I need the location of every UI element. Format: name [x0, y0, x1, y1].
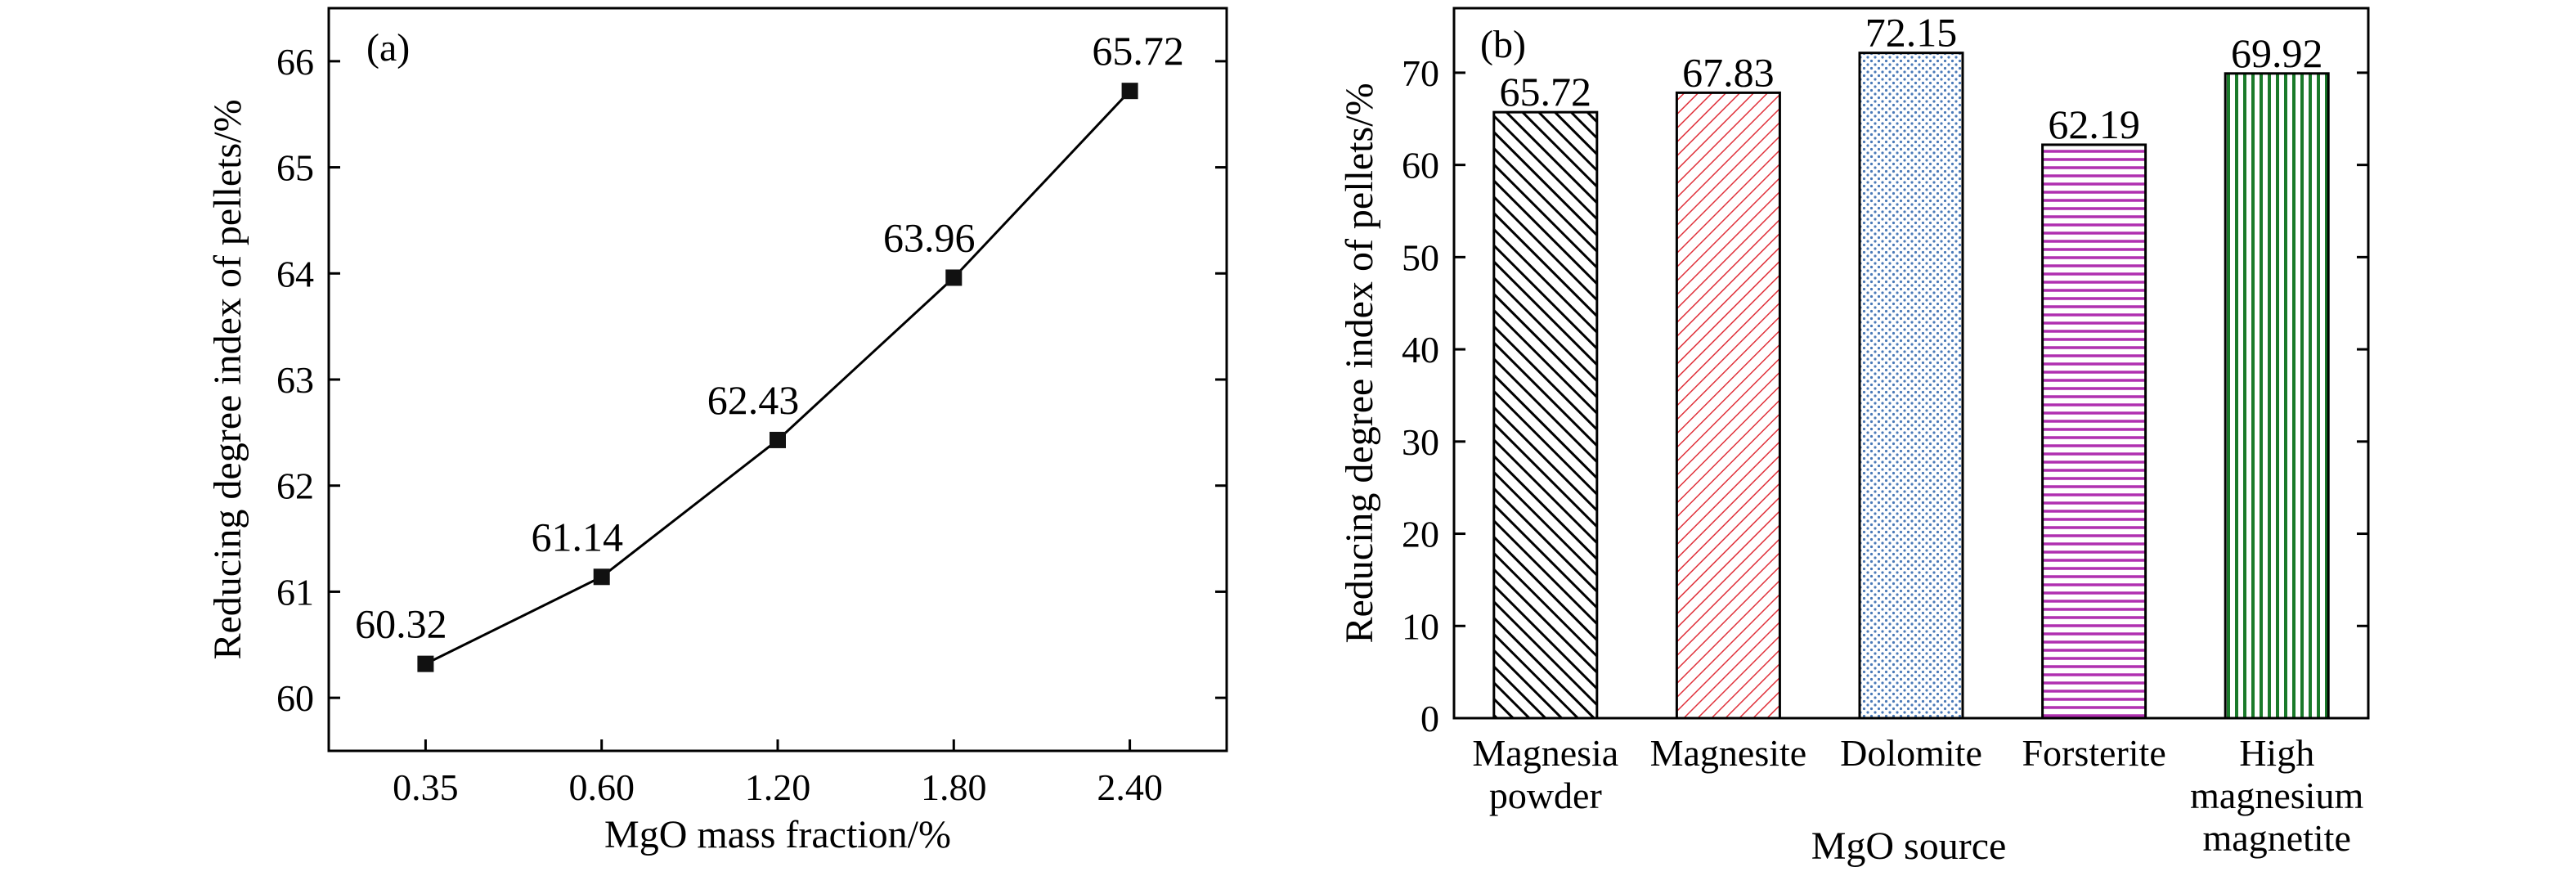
panel-b-bar [2224, 72, 2330, 720]
panel-b-y-axis-title: Reducing degree index of pellets/% [1338, 83, 1381, 643]
panel-b-y-tick-label: 70 [1402, 52, 1439, 94]
panel-a-data-label: 65.72 [1092, 28, 1184, 74]
panel-a-series: 60.32 61.14 62.43 63.96 65.72 [355, 28, 1184, 672]
panel-b-x-tick-label: Magnesite [1650, 732, 1807, 774]
panel-a-y-tick-label: 63 [276, 359, 314, 401]
panel-a-y-axis-title: Reducing degree index of pellets/% [206, 99, 249, 659]
panel-b-bar [1492, 110, 1599, 720]
panel-a-data-point [1121, 83, 1138, 100]
panel-b-y-tick-label: 50 [1402, 236, 1439, 278]
panel-a-x-tick-label: 1.80 [921, 766, 987, 808]
panel-b-y-tick-label: 30 [1402, 421, 1439, 463]
panel-a-x-axis: 0.35 0.60 1.20 1.80 2.40 [393, 739, 1163, 808]
panel-b-tag: (b) [1480, 23, 1526, 66]
panel-a-data-point [417, 655, 434, 672]
panel-b-data-label: 69.92 [2231, 30, 2323, 76]
panel-b-y-tick-label: 60 [1402, 145, 1439, 186]
panel-b-data-label: 67.83 [1682, 49, 1775, 95]
panel-a-data-label: 61.14 [531, 514, 623, 559]
panel-a-data-label: 63.96 [883, 214, 976, 260]
panel-a-y-tick-label: 62 [276, 465, 314, 507]
panel-a-data-point [770, 431, 786, 448]
panel-a-x-tick-label: 2.40 [1097, 766, 1163, 808]
panel-b-x-tick-label: Dolomite [1840, 732, 1982, 774]
panel-a-y-tick-label: 64 [276, 253, 314, 294]
panel-a-data-label: 62.43 [707, 377, 800, 423]
panel-b-x-tick-label: Forsterite [2022, 732, 2165, 774]
panel-a-y-tick-label: 60 [276, 677, 314, 719]
panel-b-bar [1675, 91, 1781, 720]
panel-a-y-tick-label: 61 [276, 571, 314, 613]
panel-a-data-label: 60.32 [355, 601, 447, 647]
panel-b-x-tick-label: powder [1489, 775, 1602, 816]
panel-b-bars: 65.72 67.83 72.15 62.19 69.92 [1492, 10, 2330, 720]
panel-a-y-tick-label: 66 [276, 41, 314, 83]
panel-b-bar [1858, 52, 1964, 720]
panel-b-x-tick-label: High [2239, 732, 2314, 774]
panel-b-y-tick-label: 0 [1420, 698, 1439, 739]
panel-b-data-label: 62.19 [2048, 101, 2140, 147]
panel-b-data-label: 72.15 [1865, 10, 1958, 56]
panel-a-x-tick-label: 1.20 [745, 766, 811, 808]
panel-b-x-tick-label: Magnesia [1472, 732, 1618, 774]
panel-b-bar [2041, 143, 2147, 720]
panel-b-x-tick-label: magnesium [2190, 775, 2363, 816]
panel-b-x-axis-title: MgO source [1811, 824, 2007, 868]
panel-a-y-tick-label: 65 [276, 147, 314, 189]
panel-a-x-tick-label: 0.60 [568, 766, 635, 808]
panel-b-x-tick-label: magnetite [2203, 817, 2351, 859]
panel-a-data-point [593, 568, 610, 586]
panel-a-y-axis: 60 61 62 63 64 65 66 [276, 41, 1227, 719]
panel-a-x-tick-label: 0.35 [393, 766, 459, 808]
panel-a-tag: (a) [366, 26, 410, 70]
panel-b-bar-chart: (b) 0 10 20 30 40 50 60 70 65.72 67.83 72.15 62.19… [1338, 7, 2370, 868]
panel-a-x-axis-title: MgO mass fraction/% [604, 813, 951, 856]
panel-b-y-axis: 0 10 20 30 40 50 60 70 [1402, 52, 2368, 739]
panel-b-y-tick-label: 10 [1402, 605, 1439, 647]
panel-a-data-point [945, 269, 963, 286]
panel-b-data-label: 65.72 [1500, 69, 1592, 115]
panel-b-y-tick-label: 20 [1402, 514, 1439, 555]
panel-b-y-tick-label: 40 [1402, 329, 1439, 371]
